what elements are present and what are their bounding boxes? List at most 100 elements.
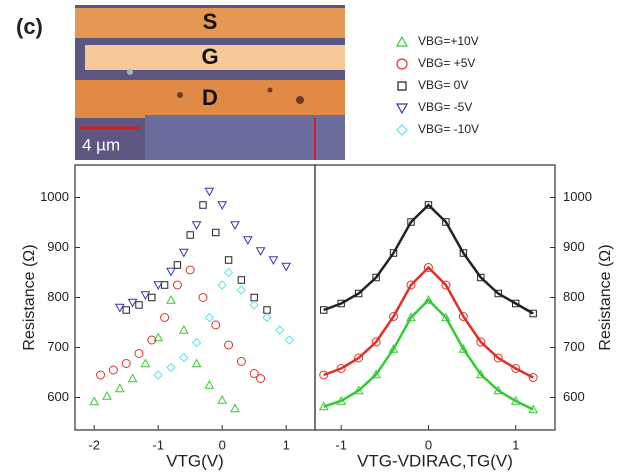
data-point: [477, 273, 485, 282]
data-point: [336, 364, 346, 373]
scale-bar-label: 4 µm: [82, 135, 120, 154]
electrode-label: S: [203, 9, 218, 34]
data-point: [459, 249, 468, 257]
legend-label: VBG= -5V: [418, 100, 472, 114]
data-point: [230, 403, 240, 413]
data-point: [230, 221, 240, 231]
fit-line: [323, 203, 534, 315]
data-point: [510, 395, 521, 405]
data-point: [441, 280, 451, 290]
data-point: [96, 370, 106, 380]
data-point: [320, 306, 328, 314]
data-point: [191, 221, 202, 231]
legend-marker: [397, 81, 407, 91]
data-point: [135, 301, 143, 309]
data-point: [281, 262, 292, 272]
data-point: [354, 353, 364, 363]
data-point: [153, 332, 164, 342]
x-tick-label: 1: [512, 437, 519, 452]
data-point: [389, 249, 398, 257]
data-point: [153, 281, 164, 291]
data-point: [153, 370, 163, 380]
data-point: [172, 280, 182, 290]
data-point: [191, 358, 202, 368]
data-point: [114, 383, 125, 393]
data-point: [442, 218, 450, 226]
x-tick-label: -1: [152, 437, 164, 452]
y-tick-label: 700: [47, 339, 69, 354]
data-point: [423, 294, 434, 304]
data-point: [89, 396, 100, 406]
data-point: [191, 337, 202, 348]
x-tick-label: -2: [88, 437, 100, 452]
data-point: [236, 285, 247, 295]
data-point: [178, 324, 189, 334]
y-tick-label: 800: [47, 289, 69, 304]
y-tick-label: 600: [563, 389, 585, 404]
x-tick-label: 0: [425, 437, 432, 452]
data-point: [423, 263, 433, 272]
data-point: [204, 312, 215, 323]
data-point: [528, 373, 538, 382]
data-point: [353, 385, 364, 395]
data-point: [255, 247, 266, 257]
electrode-label: G: [201, 44, 218, 69]
data-point: [204, 187, 215, 197]
data-point: [407, 218, 415, 226]
data-point: [198, 293, 208, 302]
data-point: [211, 320, 221, 330]
x-tick-label: 0: [219, 437, 226, 452]
data-point: [127, 373, 138, 383]
data-point: [336, 395, 347, 405]
data-point: [275, 325, 285, 335]
y-tick-label: 700: [563, 339, 585, 354]
data-point: [102, 390, 112, 400]
data-point: [212, 228, 220, 237]
y-axis-label: Resistance (Ω): [597, 244, 614, 350]
y-tick-label: 600: [47, 389, 69, 404]
y-tick-label: 800: [563, 289, 585, 304]
x-axis-label: VTG(V): [166, 451, 224, 470]
data-point: [371, 337, 381, 347]
legend-marker: [396, 124, 408, 136]
legend-label: VBG= 0V: [418, 78, 468, 92]
data-point: [372, 273, 380, 282]
data-point: [458, 312, 468, 321]
legend-label: VBG= +5V: [418, 56, 475, 70]
data-point: [256, 374, 266, 383]
data-point: [224, 256, 233, 264]
data-point: [140, 291, 151, 301]
data-point: [178, 248, 189, 258]
data-point: [186, 231, 194, 239]
data-point: [512, 299, 520, 308]
legend-marker: [396, 58, 408, 70]
data-point: [242, 236, 253, 246]
y-tick-label: 1000: [563, 189, 592, 204]
data-point: [354, 289, 363, 298]
data-point: [148, 293, 156, 302]
data-point: [160, 281, 169, 289]
figure-label: (c): [16, 14, 43, 39]
data-point: [528, 404, 539, 414]
data-point: [529, 309, 537, 318]
data-point: [121, 359, 131, 368]
data-point: [199, 201, 207, 209]
legend-label: VBG= -10V: [418, 122, 479, 136]
data-point: [250, 293, 258, 302]
data-point: [268, 256, 279, 266]
data-point: [263, 306, 271, 314]
data-point: [511, 364, 521, 373]
data-point: [318, 401, 329, 411]
data-point: [284, 335, 295, 345]
data-point: [217, 201, 228, 211]
data-point: [173, 261, 182, 269]
data-point: [140, 358, 151, 368]
data-point: [389, 312, 399, 321]
data-point: [493, 385, 504, 395]
data-point: [237, 276, 246, 284]
data-point: [108, 365, 118, 375]
data-point: [249, 300, 259, 310]
x-tick-label: -1: [335, 437, 347, 452]
data-point: [406, 280, 416, 290]
